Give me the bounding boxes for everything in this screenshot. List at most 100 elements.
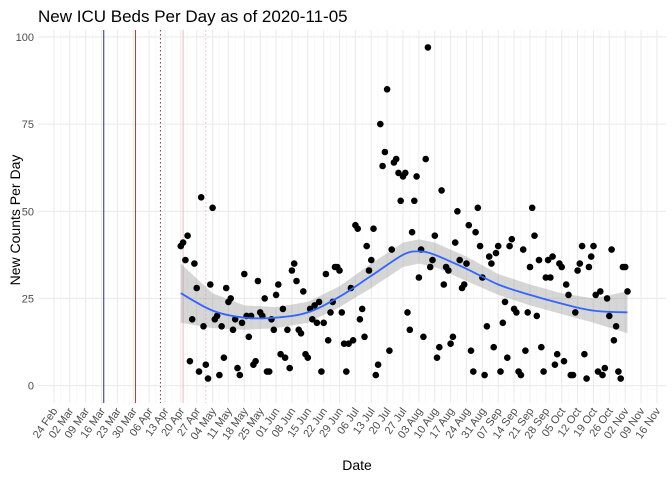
data-point [592, 291, 599, 299]
data-point [499, 319, 507, 327]
data-point [490, 343, 498, 351]
data-point [220, 354, 228, 362]
data-point [533, 312, 541, 320]
data-point [186, 357, 194, 365]
data-point [368, 256, 375, 264]
data-point [585, 263, 593, 271]
data-point [615, 368, 622, 375]
data-point [408, 228, 416, 236]
data-point [388, 246, 396, 253]
data-point [188, 316, 196, 323]
data-point [424, 44, 432, 51]
data-point [621, 263, 629, 271]
data-point [544, 256, 552, 264]
data-point [526, 263, 534, 271]
data-point [327, 309, 334, 316]
data-point [624, 288, 631, 295]
data-point [309, 316, 316, 323]
data-point [241, 270, 248, 278]
data-point [372, 371, 380, 379]
data-point [324, 337, 332, 344]
data-point [195, 368, 203, 375]
data-point [318, 368, 325, 375]
data-point [197, 194, 205, 201]
data-point [354, 225, 362, 232]
data-point [535, 256, 543, 264]
y-tick-label: 75 [22, 119, 34, 131]
y-tick-label: 25 [22, 293, 34, 305]
data-point [406, 326, 414, 334]
data-point [578, 242, 586, 250]
data-point [379, 162, 386, 170]
data-point [492, 249, 500, 257]
data-point [300, 288, 307, 295]
data-point [467, 347, 475, 355]
data-point [356, 316, 364, 323]
data-point [207, 281, 214, 288]
data-point [540, 368, 547, 375]
data-point [519, 246, 527, 253]
data-point [569, 371, 577, 379]
data-point [606, 312, 613, 320]
data-point [553, 350, 561, 358]
data-point [597, 288, 604, 295]
data-point [281, 354, 289, 362]
data-point [395, 169, 402, 177]
data-point [200, 323, 207, 330]
data-point [474, 204, 482, 212]
x-axis-title: Date [342, 457, 372, 473]
y-tick-label: 50 [22, 206, 34, 218]
ribbon-band [180, 239, 628, 334]
data-point [470, 368, 477, 375]
data-point [472, 228, 479, 236]
data-point [252, 357, 259, 365]
data-point [415, 274, 423, 281]
data-point [551, 361, 559, 369]
data-point [343, 368, 350, 375]
data-point [617, 375, 624, 382]
data-point [363, 242, 371, 250]
data-point [485, 253, 493, 260]
data-point [426, 263, 434, 271]
data-point [209, 204, 216, 212]
data-point [438, 187, 445, 194]
data-point [476, 242, 484, 250]
data-point [451, 239, 459, 246]
event-lines [103, 30, 207, 403]
data-point [488, 260, 495, 267]
data-point [445, 267, 452, 274]
data-point [413, 173, 420, 180]
data-point [182, 256, 189, 264]
data-point [431, 232, 439, 239]
smooth-line [180, 250, 628, 320]
data-point [272, 291, 280, 299]
data-point [202, 361, 210, 369]
data-point [338, 309, 346, 316]
grid [38, 30, 666, 403]
data-point [594, 368, 602, 375]
data-point [404, 309, 411, 316]
data-point [440, 281, 448, 288]
data-point [590, 242, 597, 250]
data-point [179, 239, 187, 246]
data-point [222, 284, 230, 292]
data-point [234, 364, 241, 372]
data-point [513, 309, 520, 316]
data-point [420, 333, 427, 341]
data-point [304, 354, 312, 362]
data-point [275, 281, 282, 288]
data-point [456, 256, 464, 264]
data-point [562, 281, 570, 288]
data-point [193, 284, 200, 292]
data-point [583, 375, 590, 382]
y-tick-label: 100 [16, 32, 34, 44]
data-point [290, 260, 298, 267]
data-point [524, 309, 531, 316]
data-point [460, 281, 468, 288]
data-point [236, 371, 244, 379]
data-point [508, 235, 516, 243]
data-point [238, 319, 246, 327]
data-point [254, 277, 262, 285]
data-point [261, 295, 269, 302]
data-point [517, 371, 525, 379]
